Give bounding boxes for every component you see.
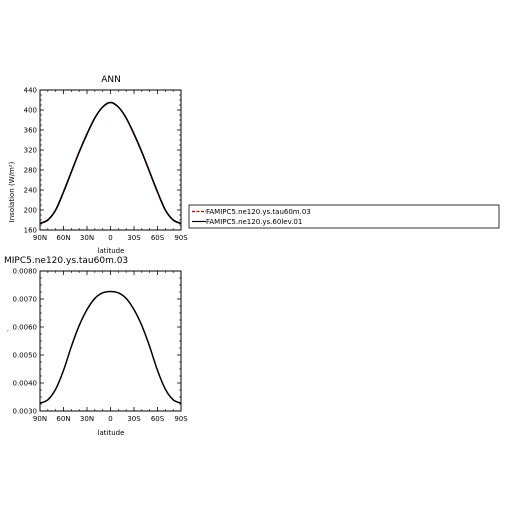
bottom-plot-ylabel-mark: , <box>7 326 9 333</box>
top-ytick-label: 400 <box>24 107 37 115</box>
top-xtick-label: 0 <box>108 234 112 242</box>
top-xtick-label: 90N <box>33 234 47 242</box>
bottom-plot: MIPC5.ne120.ys.tau60m.03 0.0030 0.0040 0.0… <box>4 256 188 437</box>
bottom-xtick-label: 0 <box>108 415 112 423</box>
top-ytick-label: 160 <box>24 227 37 235</box>
bottom-xtick-label: 90N <box>33 415 47 423</box>
top-plot-ylabel: Insolation (W/m²) <box>8 161 16 222</box>
top-xtick-label: 30S <box>127 234 141 242</box>
top-ytick-label: 200 <box>24 207 37 215</box>
legend-box <box>188 204 500 229</box>
bottom-ytick-label: 0.0050 <box>13 352 38 360</box>
top-series-line-1 <box>39 101 182 225</box>
insolation-plot: ANN 160 200 240 280 320 360 400 440 90N 60N 30N 0 3… <box>8 75 188 255</box>
legend-label-series-1: FAMIPC5.ne120.ys.tau60m.03 <box>206 208 311 216</box>
bottom-xtick-label: 30N <box>80 415 94 423</box>
bottom-ytick-label: 0.0060 <box>13 324 38 332</box>
bottom-xtick-label: 90S <box>174 415 188 423</box>
top-ytick-label: 360 <box>24 127 37 135</box>
bottom-ytick-label: 0.0030 <box>13 408 38 416</box>
top-ytick-label: 320 <box>24 147 37 155</box>
top-xtick-label: 60S <box>151 234 165 242</box>
top-ytick-label: 240 <box>24 187 37 195</box>
top-ytick-label: 440 <box>24 87 37 95</box>
legend-label-series-2: FAMIPC5.ne120.ys.60lev.01 <box>206 218 302 226</box>
bottom-ytick-label: 0.0080 <box>13 268 38 276</box>
bottom-ytick-label: 0.0070 <box>13 296 38 304</box>
top-plot-frame <box>39 89 182 231</box>
top-ytick-label: 280 <box>24 167 37 175</box>
top-xtick-label: 30N <box>80 234 94 242</box>
bottom-plot-title: MIPC5.ne120.ys.tau60m.03 <box>4 256 128 266</box>
bottom-xtick-label: 30S <box>127 415 141 423</box>
bottom-xtick-label: 60S <box>151 415 165 423</box>
top-xtick-label: 60N <box>56 234 70 242</box>
top-plot-xlabel: latitude <box>98 247 125 255</box>
legend: FAMIPC5.ne120.ys.tau60m.03 FAMIPC5.ne120… <box>188 204 500 229</box>
top-plot-title: ANN <box>101 75 121 85</box>
top-series-line-2 <box>39 101 182 225</box>
top-xtick-label: 90S <box>174 234 188 242</box>
bottom-series-line-1 <box>39 290 182 404</box>
bottom-xtick-label: 60N <box>56 415 70 423</box>
bottom-ytick-label: 0.0040 <box>13 380 38 388</box>
bottom-plot-xlabel: latitude <box>98 429 125 437</box>
